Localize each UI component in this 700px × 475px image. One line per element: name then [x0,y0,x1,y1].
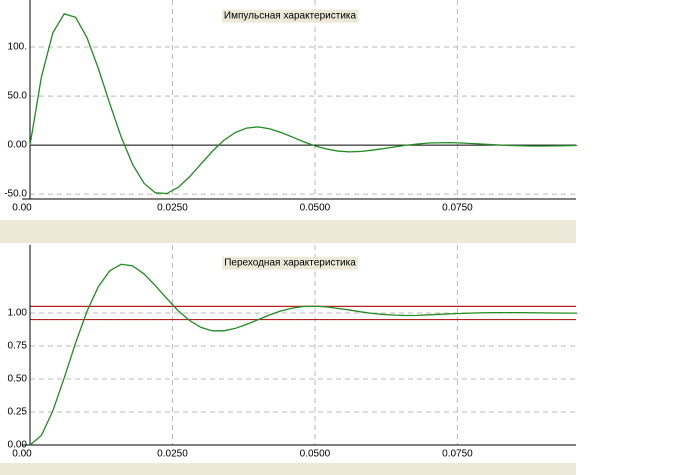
x-tick-label: 0.0250 [157,203,188,214]
panel-strip [0,220,576,243]
x-tick-label: 0.00 [12,203,32,214]
y-tick-label: 50.0 [8,91,28,102]
response-line [29,13,578,195]
y-tick-label: 1.00 [8,308,28,319]
y-tick-label: 0.50 [8,374,28,385]
x-tick-label: 0.0750 [442,449,473,460]
x-tick-label: 0.0750 [442,203,473,214]
title-background [222,256,359,270]
y-tick-label: 0.00 [8,140,28,151]
x-tick-label: 0.00 [12,449,32,460]
chart-title: Переходная характеристика [224,258,356,269]
y-tick-label: 100. [8,42,27,53]
title-background [221,9,359,23]
y-tick-label: 0.00 [8,440,28,451]
y-tick-label: 0.25 [8,407,28,418]
x-tick-label: 0.0500 [300,449,331,460]
response-line [29,263,578,446]
y-tick-label: 0.75 [8,341,28,352]
panel-strip [0,463,576,475]
chart-title: Импульсная характеристика [224,11,357,22]
x-tick-label: 0.0250 [157,449,188,460]
x-tick-label: 0.0500 [300,203,331,214]
y-tick-label: -50.0 [4,189,27,200]
